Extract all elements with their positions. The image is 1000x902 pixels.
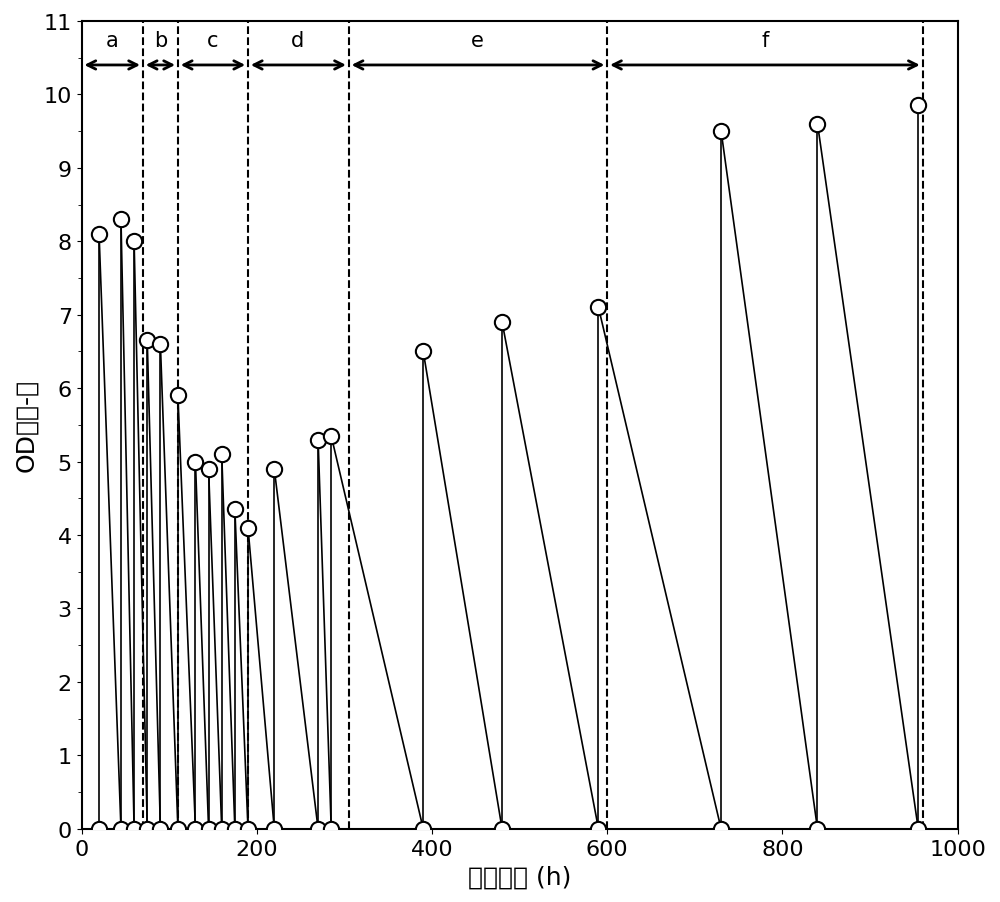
Text: e: e	[471, 32, 484, 51]
X-axis label: 驯化时间 (h): 驯化时间 (h)	[468, 864, 571, 888]
Text: f: f	[761, 32, 769, 51]
Text: d: d	[291, 32, 305, 51]
Text: c: c	[207, 32, 219, 51]
Y-axis label: OD値（-）: OD値（-）	[14, 379, 38, 472]
Text: a: a	[106, 32, 119, 51]
Text: b: b	[154, 32, 167, 51]
